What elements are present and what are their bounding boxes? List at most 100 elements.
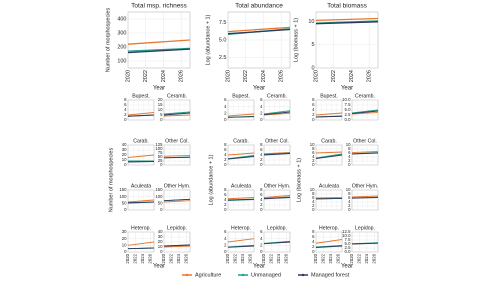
y-tick-label: 10 [310,142,315,147]
panel-title: Other Col. [265,138,289,144]
y-tick-label: 8 [260,142,263,147]
y-tick-label: 4 [312,239,315,244]
y-tick-label: 10 [310,187,315,192]
y-tick-label: 0 [260,117,263,122]
x-tick-label: 2026 [371,253,376,263]
y-tick-label: 4 [124,107,127,112]
y-tick-label: 4 [312,107,315,112]
x-tick-label: 2026 [179,70,185,82]
trend-line [351,242,379,245]
y-tick-label: 2 [224,202,227,207]
panel-title: Other Hym. [352,183,379,189]
y-tick-label: 10.0 [342,97,351,102]
trend-line [315,21,379,25]
trend-line [263,152,291,155]
trend-line [351,197,379,199]
y-tick-label: 8 [348,146,351,151]
trend-line [227,197,255,200]
y-tick-label: 4 [260,152,263,157]
y-tick-label: 0.0 [345,117,352,122]
panel-title: Aculeata [319,183,339,189]
panel-title: Heterop. [319,225,339,231]
x-tick-label: 2024 [261,70,267,82]
y-tick-label: 8 [312,146,315,151]
legend-dot [241,273,245,277]
y-tick-label: 30 [158,234,163,239]
y-tick-label: 6 [312,234,315,239]
trend-line [263,197,291,200]
trend-line [163,111,191,115]
x-axis-label: Year [253,264,265,270]
trend-line [227,152,255,156]
x-tick-label: 2026 [147,253,152,263]
y-tick-label: 30 [122,147,127,152]
y-axis-label: Number of morphospecies [105,8,111,73]
y-tick-label: 0.0 [345,249,352,254]
trend-line [351,195,379,198]
legend-label: Unmanaged [251,272,281,278]
y-tick-label: 6 [348,150,351,155]
x-tick-label: 2022 [321,253,326,263]
x-tick-label: 2022 [357,253,362,263]
y-tick-label: 0 [224,162,227,167]
y-tick-label: 6 [224,192,227,197]
panel-title: Ceramb. [355,93,375,99]
y-tick-label: 0 [260,249,263,254]
trend-line [127,39,191,45]
x-tick-label: 2020 [313,253,318,263]
y-tick-label: 7.5 [345,237,352,242]
panel-background [163,144,191,166]
y-tick-label: 4 [260,236,263,241]
trend-line [163,154,191,157]
panel-background [351,144,379,166]
trend-line [227,156,255,160]
y-tick-label: 10 [158,107,163,112]
y-tick-label: 7.5 [219,20,227,26]
y-tick-label: 6 [260,97,263,102]
y-tick-label: 2 [312,158,315,163]
x-tick-label: 2020 [261,253,266,263]
y-tick-label: 6 [260,147,263,152]
x-tick-label: 2020 [125,70,131,82]
y-tick-label: 20 [158,97,163,102]
y-tick-label: 15 [158,102,163,107]
trend-line [351,110,379,115]
y-tick-label: 2 [312,244,315,249]
panel-title: Aculeata [231,183,251,189]
y-axis-label: Log (abundance + 1) [205,14,211,65]
x-tick-label: 2022 [143,70,149,82]
x-tick-label: 2026 [367,70,373,82]
y-tick-label: 12.5 [342,229,351,234]
y-tick-label: 6 [260,229,263,234]
y-tick-label: 4 [224,197,227,202]
x-tick-label: 2026 [279,70,285,82]
y-axis-label: Log (biomass + 1) [293,18,299,62]
y-tick-label: 25 [158,158,163,163]
y-tick-label: 2 [224,110,227,115]
y-tick-label: 5 [160,112,163,117]
y-tick-label: 20 [122,152,127,157]
y-tick-label: 4 [348,199,351,204]
x-tick-label: 2026 [183,253,188,263]
x-tick-label: 2024 [176,253,181,263]
trend-line [315,245,343,248]
y-tick-label: 6 [312,195,315,200]
y-tick-label: 5.0 [345,107,352,112]
y-tick-label: 200 [117,44,126,50]
y-tick-label: 6 [124,102,127,107]
x-tick-label: 2024 [276,253,281,263]
y-tick-label: 20 [122,236,127,241]
y-tick-label: 75 [158,150,163,155]
x-tick-label: 2024 [240,253,245,263]
panel-title: Other Col. [165,138,189,144]
y-tick-label: 8 [260,187,263,192]
panel-title: Ceramb. [267,93,287,99]
y-tick-label: 0 [224,249,227,254]
x-tick-label: 2020 [161,253,166,263]
y-tick-label: 2 [312,112,315,117]
y-tick-label: 0 [160,117,163,122]
trend-line [163,200,191,203]
y-tick-label: 0 [124,162,127,167]
y-tick-label: 10 [122,242,127,247]
trend-line [315,17,379,22]
